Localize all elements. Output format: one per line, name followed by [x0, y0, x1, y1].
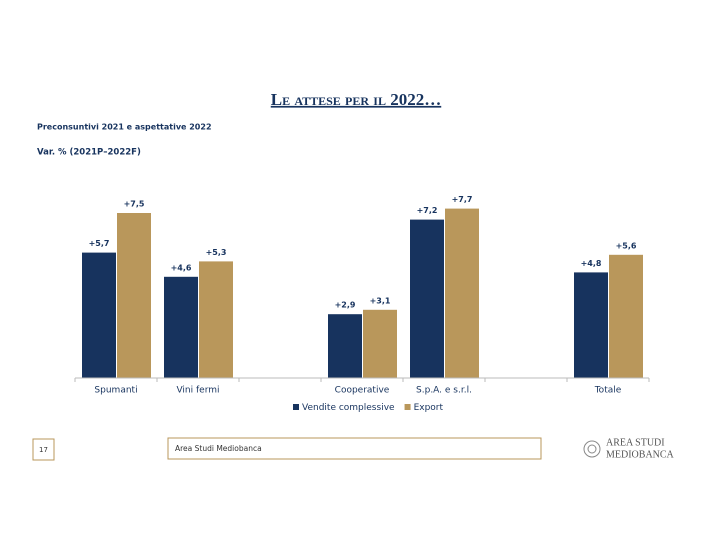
- chart-subtitle: Preconsuntivi 2021 e aspettative 2022: [37, 123, 212, 132]
- data-label: +5,6: [616, 241, 637, 250]
- data-label: +7,7: [452, 195, 473, 204]
- legend-label: Export: [414, 403, 444, 413]
- legend-label: Vendite complessive: [302, 403, 395, 413]
- data-label: +7,5: [124, 200, 145, 209]
- bar: [410, 219, 444, 378]
- x-tick-label: Spumanti: [94, 386, 137, 396]
- data-label: +5,3: [206, 248, 227, 257]
- bar: [199, 261, 233, 378]
- bar: [117, 213, 151, 378]
- legend-swatch: [404, 404, 411, 410]
- data-label: +2,9: [335, 301, 356, 310]
- x-tick-label: Totale: [594, 386, 622, 396]
- source: Area Studi Mediobanca: [175, 444, 262, 453]
- x-tick-label: S.p.A. e s.r.l.: [416, 386, 472, 396]
- page-number: 17: [39, 446, 48, 454]
- data-label: +4,6: [171, 263, 192, 272]
- logo-text: MEDIOBANCA: [606, 449, 675, 460]
- bar: [363, 309, 397, 378]
- bar: [164, 276, 198, 378]
- data-label: +7,2: [417, 206, 438, 215]
- chart-title: Le attese per il 2022…: [271, 90, 441, 109]
- bar: [609, 254, 643, 378]
- data-label: +4,8: [581, 259, 602, 268]
- data-label: +3,1: [370, 296, 391, 305]
- x-tick-label: Cooperative: [335, 386, 390, 396]
- source-box: [167, 437, 542, 460]
- y-axis-label: Var. % (2021P–2022F): [37, 148, 141, 158]
- bar: [328, 314, 362, 378]
- bar: [82, 252, 116, 378]
- x-tick-label: Vini fermi: [176, 386, 219, 396]
- data-label: +5,7: [89, 239, 110, 248]
- logo-text: AREA STUDI: [606, 437, 665, 448]
- page-box: [32, 438, 55, 461]
- bar: [574, 272, 608, 378]
- bar: [445, 208, 479, 378]
- legend-swatch: [293, 404, 299, 410]
- logo-icon: [587, 444, 597, 454]
- logo-icon: [583, 440, 601, 458]
